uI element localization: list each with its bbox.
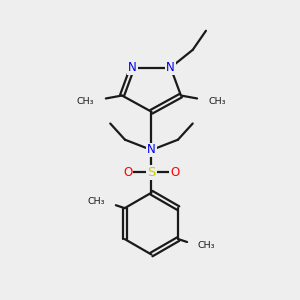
Text: CH₃: CH₃ — [88, 197, 105, 206]
Text: CH₃: CH₃ — [198, 241, 215, 250]
Text: CH₃: CH₃ — [209, 97, 226, 106]
Text: N: N — [128, 61, 137, 74]
Text: S: S — [147, 166, 156, 178]
Text: N: N — [147, 143, 156, 157]
Text: N: N — [166, 61, 175, 74]
Text: CH₃: CH₃ — [76, 97, 94, 106]
Text: O: O — [170, 166, 180, 178]
Text: O: O — [123, 166, 133, 178]
